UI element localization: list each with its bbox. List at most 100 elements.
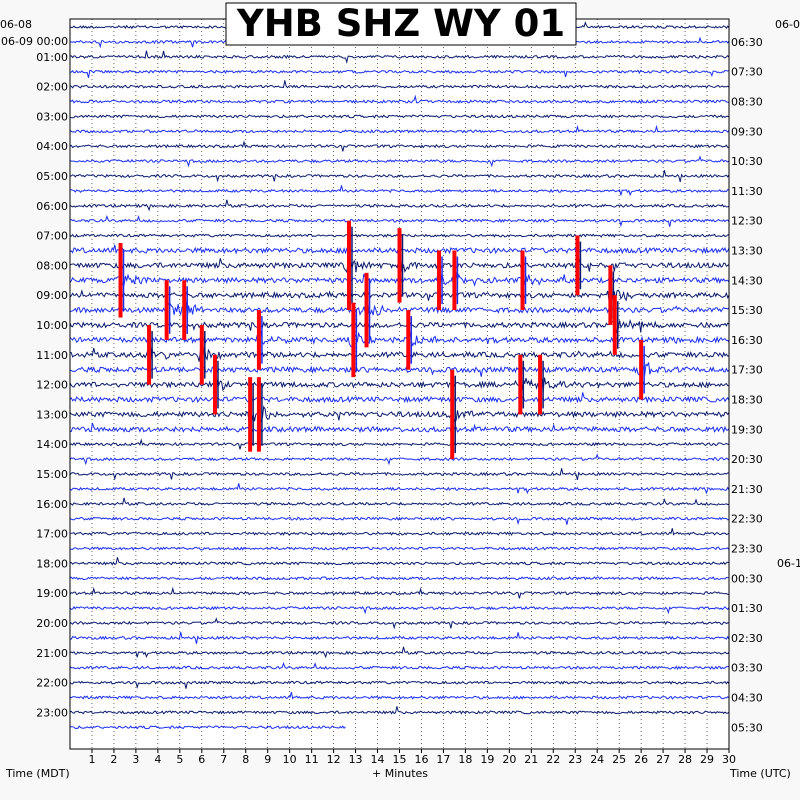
right-hour-label: 08:30 <box>731 96 763 109</box>
trace-line <box>69 170 730 183</box>
left-hour-label: 13:00 <box>36 408 68 421</box>
trace-line <box>69 362 730 378</box>
right-hour-label: 19:30 <box>731 423 763 436</box>
right-hour-label: 21:30 <box>731 483 763 496</box>
left-hour-label: 07:00 <box>36 230 68 243</box>
clipped-event <box>164 280 169 340</box>
x-tick-label: 28 <box>678 753 692 766</box>
left-time-labels: 01:00 02:00 03:00 04:00 05:00 06:00 07:00 08:00… <box>36 51 68 720</box>
trace-line <box>69 497 730 506</box>
trace-line <box>69 453 730 466</box>
trace-line <box>69 299 730 320</box>
clipped-event <box>575 235 580 296</box>
trace-line <box>69 140 730 152</box>
clipped-event <box>364 272 369 348</box>
trace-line <box>69 586 730 599</box>
trace-line <box>69 155 730 168</box>
clipped-event <box>147 325 152 385</box>
left-hour-label: 03:00 <box>36 110 68 123</box>
right-hour-label: 18:30 <box>731 394 763 407</box>
left-hour-label: 06:00 <box>36 200 68 213</box>
x-tick-label: 2 <box>110 753 117 766</box>
trace-line <box>69 691 730 700</box>
left-hour-label: 05:00 <box>36 170 68 183</box>
clipped-events <box>118 220 645 460</box>
trace-line <box>69 330 730 348</box>
right-hour-label: 07:30 <box>731 66 763 79</box>
trace-line <box>69 483 730 495</box>
x-axis-ticks: 1 2 3 4 5 6 7 8 9 10 11 12 13 14 15 16 17 18 19 20 21 22 23 24 2… <box>88 749 736 766</box>
x-tick-label: 13 <box>349 753 363 766</box>
trace-line <box>69 706 730 715</box>
chart-title: YHB SHZ WY 01 <box>236 2 565 45</box>
right-hour-label: 13:30 <box>731 245 763 258</box>
clipped-event <box>452 250 457 311</box>
right-hour-label: 01:30 <box>731 602 763 615</box>
x-tick-label: 6 <box>198 753 205 766</box>
left-hour-label: 21:00 <box>36 647 68 660</box>
x-tick-label: 16 <box>414 753 428 766</box>
clipped-event <box>520 250 525 311</box>
clipped-event <box>612 295 617 355</box>
x-tick-label: 30 <box>722 753 736 766</box>
left-hour-label: 15:00 <box>36 468 68 481</box>
x-tick-label: 29 <box>700 753 714 766</box>
x-tick-label: 26 <box>634 753 648 766</box>
clipped-event <box>450 369 455 460</box>
x-tick-label: 8 <box>242 753 249 766</box>
x-tick-label: 20 <box>502 753 516 766</box>
right-hour-label: 11:30 <box>731 185 763 198</box>
right-hour-label: 16:30 <box>731 334 763 347</box>
clipped-event <box>518 354 523 415</box>
trace-line <box>69 80 730 89</box>
trace-line <box>69 215 730 228</box>
left-hour-label: 17:00 <box>36 528 68 541</box>
left-hour-label: 04:00 <box>36 140 68 153</box>
clipped-event <box>437 250 442 311</box>
clipped-event <box>397 228 402 303</box>
trace-line <box>69 185 730 197</box>
left-hour-label: 19:00 <box>36 587 68 600</box>
clipped-event <box>351 302 356 378</box>
trace-line <box>69 94 730 104</box>
left-hour-label: 16:00 <box>36 498 68 511</box>
x-tick-label: 11 <box>305 753 319 766</box>
clipped-event <box>256 377 261 452</box>
right-hour-label: 17:30 <box>731 364 763 377</box>
clipped-event <box>608 265 613 325</box>
x-tick-label: 12 <box>327 753 341 766</box>
right-hour-label: 12:30 <box>731 215 763 228</box>
left-hour-label: 11:00 <box>36 349 68 362</box>
clipped-event <box>406 310 411 370</box>
trace-line <box>69 557 730 566</box>
trace-line <box>69 725 346 730</box>
left-hour-label: 08:00 <box>36 259 68 272</box>
trace-line <box>69 468 730 481</box>
right-hour-label: 05:30 <box>731 721 763 734</box>
right-hour-label: 04:30 <box>731 692 763 705</box>
trace-line <box>69 422 730 434</box>
right-hour-label: 20:30 <box>731 453 763 466</box>
trace-line <box>69 318 730 334</box>
left-hour-label: 14:00 <box>36 438 68 451</box>
x-tick-label: 27 <box>656 753 670 766</box>
x-tick-label: 5 <box>176 753 183 766</box>
trace-line <box>69 438 730 450</box>
right-hour-label: 10:30 <box>731 155 763 168</box>
left-hour-label: 22:00 <box>36 677 68 690</box>
x-tick-label: 18 <box>458 753 472 766</box>
right-hour-label: 02:30 <box>731 632 763 645</box>
x-tick-label: 15 <box>393 753 407 766</box>
right-hour-label: 09:30 <box>731 125 763 138</box>
left-hour-label: 23:00 <box>36 706 68 719</box>
left-axis-label: Time (MDT) <box>5 767 70 780</box>
right-date-top: 06-0 <box>775 18 800 31</box>
x-tick-label: 7 <box>220 753 227 766</box>
clipped-event <box>639 339 644 400</box>
clipped-event <box>212 354 217 415</box>
right-hour-label: 00:30 <box>731 572 763 585</box>
trace-line <box>69 528 730 536</box>
title-box <box>225 2 577 46</box>
x-tick-label: 14 <box>371 753 385 766</box>
